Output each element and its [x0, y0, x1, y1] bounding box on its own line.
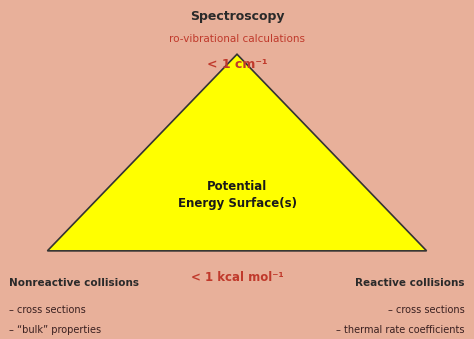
Text: – cross sections: – cross sections	[9, 305, 86, 315]
Text: – “bulk” properties: – “bulk” properties	[9, 325, 101, 335]
Text: Potential
Energy Surface(s): Potential Energy Surface(s)	[177, 180, 297, 211]
Text: – thermal rate coefficients: – thermal rate coefficients	[336, 325, 465, 335]
Text: < 1 kcal mol⁻¹: < 1 kcal mol⁻¹	[191, 271, 283, 284]
Polygon shape	[47, 54, 427, 251]
Text: ro-vibrational calculations: ro-vibrational calculations	[169, 34, 305, 44]
Text: Nonreactive collisions: Nonreactive collisions	[9, 278, 139, 288]
Text: Spectroscopy: Spectroscopy	[190, 10, 284, 23]
Text: Reactive collisions: Reactive collisions	[355, 278, 465, 288]
Text: – cross sections: – cross sections	[388, 305, 465, 315]
Text: < 1 cm⁻¹: < 1 cm⁻¹	[207, 58, 267, 71]
